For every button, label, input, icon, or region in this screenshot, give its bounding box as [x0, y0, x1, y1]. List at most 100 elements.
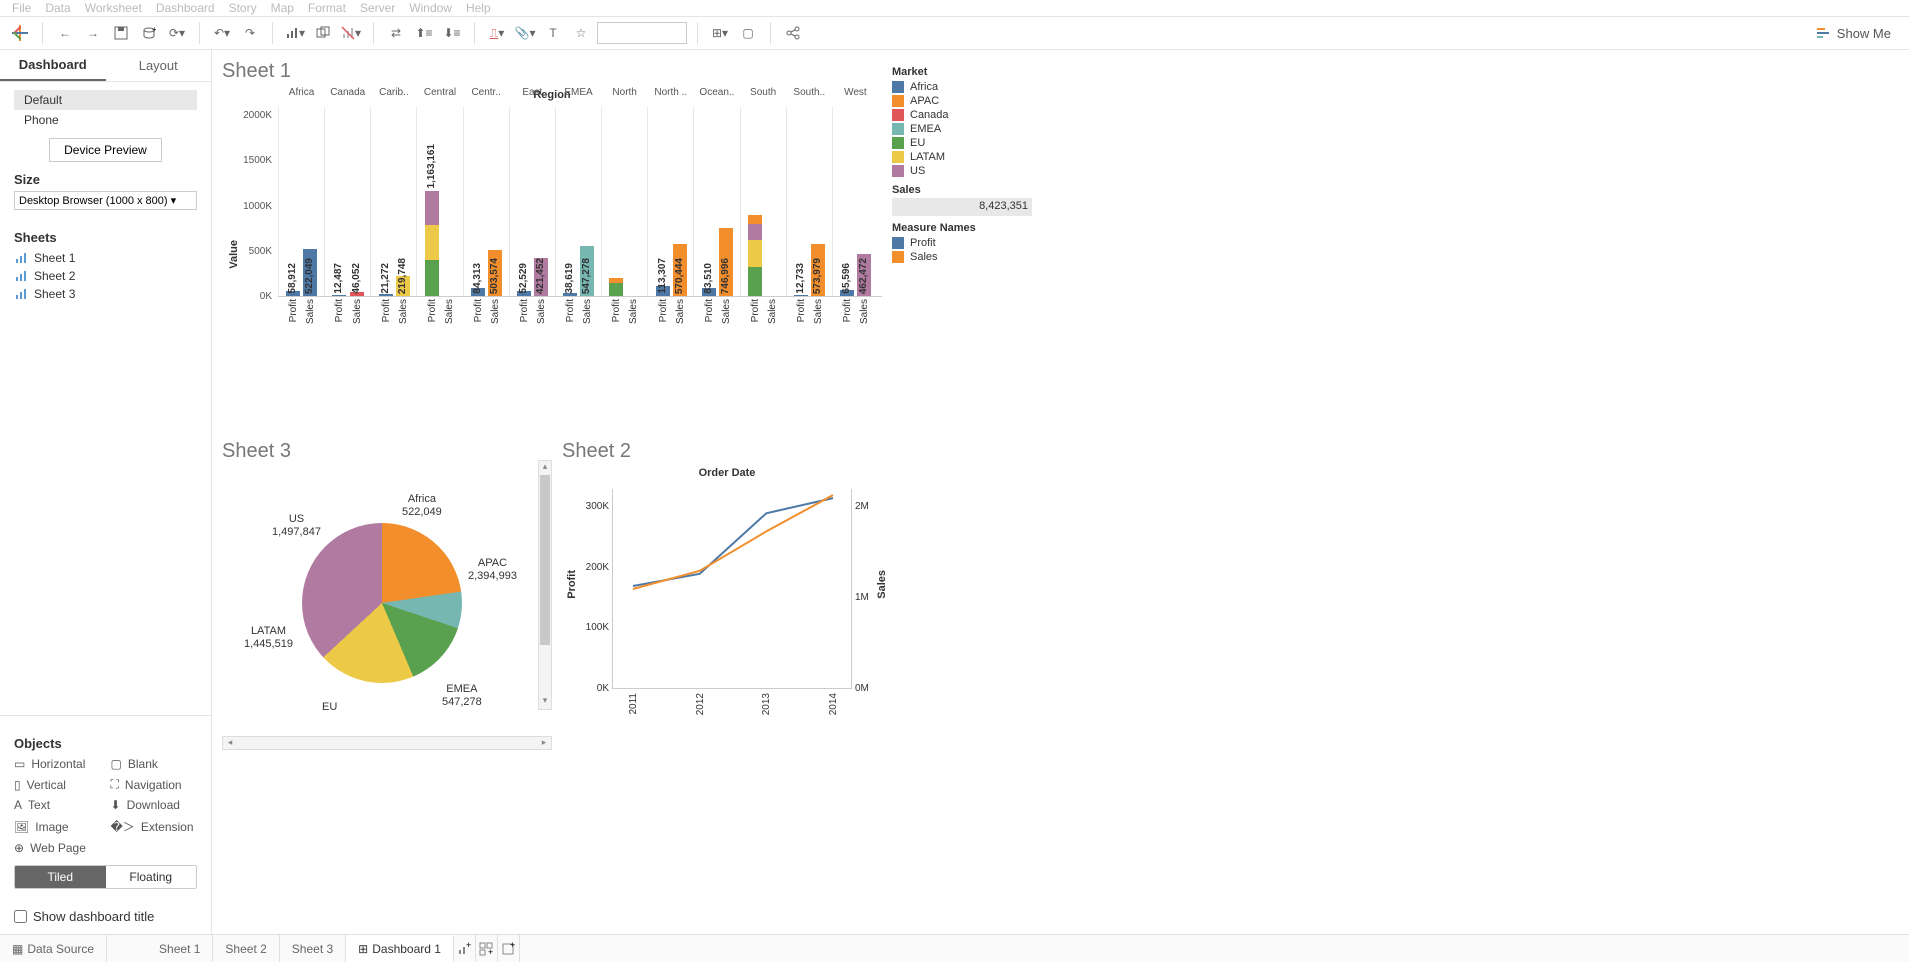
tile-float-toggle[interactable]: Tiled Floating [14, 865, 197, 889]
share-icon[interactable] [781, 21, 805, 45]
sheet1-title: Sheet 1 [222, 60, 882, 83]
obj-download[interactable]: ⬇ Download [111, 798, 198, 812]
clear-icon[interactable]: ▾ [339, 21, 363, 45]
obj-webpage[interactable]: ⊕ Web Page [14, 841, 101, 855]
save-icon[interactable] [109, 21, 133, 45]
tiled-option[interactable]: Tiled [15, 866, 106, 888]
back-icon[interactable]: ← [53, 21, 77, 45]
attach-icon[interactable]: 📎▾ [513, 21, 537, 45]
legend-market-latam[interactable]: LATAM [892, 150, 1032, 164]
legend-market-us[interactable]: US [892, 164, 1032, 178]
legend-market-eu[interactable]: EU [892, 136, 1032, 150]
new-data-icon[interactable]: + [137, 21, 161, 45]
swap-icon[interactable]: ⇄ [384, 21, 408, 45]
undo-icon[interactable]: ↶▾ [210, 21, 234, 45]
obj-extension[interactable]: �＞ Extension [111, 818, 198, 835]
menu-map[interactable]: Map [271, 1, 294, 15]
sort-asc-icon[interactable]: ⬆≡ [412, 21, 436, 45]
redo-icon[interactable]: ↷ [238, 21, 262, 45]
sort-desc-icon[interactable]: ⬇≡ [440, 21, 464, 45]
legend-market-africa[interactable]: Africa [892, 80, 1032, 94]
new-dashboard-icon[interactable]: + [476, 935, 498, 962]
sheet3-pie[interactable]: Sheet 3 Africa522,049APAC2,394,993EMEA54… [222, 440, 552, 750]
tab-dashboard[interactable]: Dashboard [0, 50, 106, 81]
svg-text:+: + [466, 942, 471, 950]
show-title-input[interactable] [14, 910, 27, 923]
showme-icon [1817, 26, 1831, 40]
sheet2-line[interactable]: Sheet 2 Order Date Profit Sales 0K100K20… [562, 440, 892, 750]
obj-image[interactable]: 🖼 Image [14, 818, 101, 835]
autosave-icon[interactable]: ⟳▾ [165, 21, 189, 45]
sheet2-plot: 0K100K200K300K0M1M2M [612, 489, 852, 689]
device-phone[interactable]: Phone [14, 110, 197, 130]
obj-vertical[interactable]: ▯ Vertical [14, 777, 101, 792]
pie-chart [302, 523, 462, 683]
scroll-right-icon[interactable]: ▸ [537, 737, 551, 749]
bottom-dashboard1[interactable]: ⊞ Dashboard 1 [346, 935, 454, 962]
scroll-thumb[interactable] [540, 475, 550, 645]
show-title-checkbox[interactable]: Show dashboard title [0, 909, 211, 934]
size-heading: Size [14, 172, 197, 187]
fit-icon[interactable]: ⊞▾ [708, 21, 732, 45]
menu-worksheet[interactable]: Worksheet [85, 1, 142, 15]
sheets-heading: Sheets [14, 230, 197, 245]
search-input[interactable] [597, 22, 687, 44]
bottom-sheet3[interactable]: Sheet 3 [280, 935, 346, 962]
bottom-sheet2[interactable]: Sheet 2 [213, 935, 279, 962]
star-icon[interactable]: ☆ [569, 21, 593, 45]
text-icon[interactable]: T [541, 21, 565, 45]
data-source-tab[interactable]: ▦ Data Source [0, 935, 107, 962]
sheet-item-3[interactable]: Sheet 3 [14, 285, 197, 303]
menu-dashboard[interactable]: Dashboard [156, 1, 215, 15]
device-preview-button[interactable]: Device Preview [49, 138, 162, 162]
sheet3-hscroll[interactable]: ◂ ▸ [222, 736, 552, 750]
floating-option[interactable]: Floating [106, 866, 197, 888]
bottom-sheet1[interactable]: Sheet 1 [147, 935, 213, 962]
sheet1-plot: 0K500K1000K1500K2000KAfrica58,912522,049… [278, 107, 882, 297]
show-me-button[interactable]: Show Me [1807, 26, 1901, 41]
obj-navigation[interactable]: ⛶ Navigation [111, 777, 198, 792]
svg-text:+: + [488, 947, 493, 956]
scroll-up-icon[interactable]: ▴ [539, 461, 551, 475]
scroll-left-icon[interactable]: ◂ [223, 737, 237, 749]
present-icon[interactable]: ▢ [736, 21, 760, 45]
device-default[interactable]: Default [14, 90, 197, 110]
menubar: File Data Worksheet Dashboard Story Map … [0, 0, 1909, 16]
pie-label-africa: Africa522,049 [402, 493, 442, 519]
sheet3-vscroll[interactable]: ▴ ▾ [538, 460, 552, 710]
bottom-tabs: ▦ Data Source Sheet 1 Sheet 2 Sheet 3 ⊞ … [0, 934, 1909, 962]
duplicate-icon[interactable] [311, 21, 335, 45]
new-worksheet-icon[interactable]: + [454, 935, 476, 962]
menu-help[interactable]: Help [466, 1, 491, 15]
menu-file[interactable]: File [12, 1, 31, 15]
new-sheet-icon[interactable]: ▾ [283, 21, 307, 45]
tab-layout[interactable]: Layout [106, 50, 212, 81]
menu-data[interactable]: Data [45, 1, 70, 15]
legend-market-apac[interactable]: APAC [892, 94, 1032, 108]
obj-text[interactable]: A Text [14, 798, 101, 812]
new-story-icon[interactable]: + [498, 935, 520, 962]
menu-format[interactable]: Format [308, 1, 346, 15]
menu-window[interactable]: Window [409, 1, 452, 15]
logo-icon[interactable] [8, 21, 32, 45]
forward-icon[interactable]: → [81, 21, 105, 45]
legend-market-emea[interactable]: EMEA [892, 122, 1032, 136]
highlight-icon[interactable]: ⎍▾ [485, 21, 509, 45]
legend-measure-profit[interactable]: Profit [892, 236, 1032, 250]
legend-market-canada[interactable]: Canada [892, 108, 1032, 122]
sheet-item-2[interactable]: Sheet 2 [14, 267, 197, 285]
objects-section: Objects ▭ Horizontal ▢ Blank ▯ Vertical … [0, 715, 211, 899]
menu-server[interactable]: Server [360, 1, 395, 15]
dashboard-canvas: Sheet 1 Region Value 0K500K1000K1500K200… [212, 50, 1909, 934]
size-selector[interactable]: Desktop Browser (1000 x 800) ▾ [14, 191, 197, 210]
menu-story[interactable]: Story [229, 1, 257, 15]
sheet-item-1[interactable]: Sheet 1 [14, 249, 197, 267]
pie-label-eu: EU [322, 701, 337, 714]
sales-legend-heading: Sales [892, 184, 1032, 196]
scroll-down-icon[interactable]: ▾ [539, 695, 551, 709]
legend-measure-sales[interactable]: Sales [892, 250, 1032, 264]
obj-horizontal[interactable]: ▭ Horizontal [14, 757, 101, 771]
dashboard-area[interactable]: Sheet 1 Region Value 0K500K1000K1500K200… [222, 60, 1232, 750]
obj-blank[interactable]: ▢ Blank [111, 757, 198, 771]
sheet1-barchart[interactable]: Sheet 1 Region Value 0K500K1000K1500K200… [222, 60, 882, 430]
